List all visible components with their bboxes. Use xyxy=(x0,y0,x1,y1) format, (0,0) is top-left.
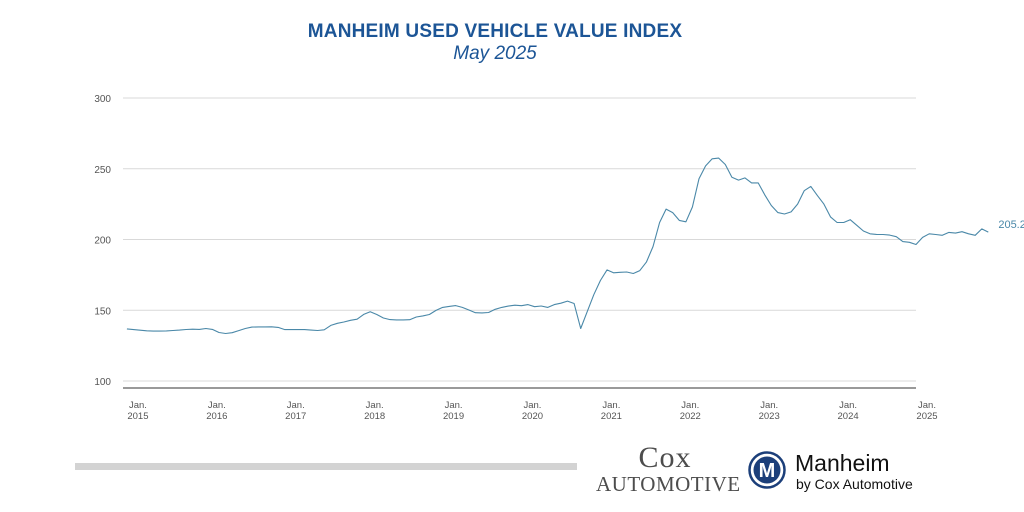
x-tick-label: Jan. xyxy=(602,400,620,411)
x-tick-label: Jan. xyxy=(760,400,778,411)
manheim-logo-letter: M xyxy=(759,460,776,482)
x-tick-label: Jan. xyxy=(208,400,226,411)
x-tick-label-year: 2025 xyxy=(916,411,937,422)
x-tick-label: Jan. xyxy=(366,400,384,411)
cox-automotive-logo: Cox AUTOMOTIVE xyxy=(596,441,741,496)
chart-title: MANHEIM USED VEHICLE VALUE INDEX xyxy=(307,21,683,42)
x-tick-label: Jan. xyxy=(523,400,541,411)
x-tick-label-year: 2015 xyxy=(127,411,148,422)
x-tick-label-year: 2024 xyxy=(838,411,859,422)
x-tick-label: Jan. xyxy=(445,400,463,411)
x-tick-label-year: 2019 xyxy=(443,411,464,422)
manheim-logo-name: Manheim xyxy=(795,450,890,476)
cox-logo-text: Cox xyxy=(638,441,692,474)
x-tick-label: Jan. xyxy=(287,400,305,411)
line-chart: 100150200250300Jan.2015Jan.2016Jan.2017J… xyxy=(94,94,1024,422)
x-tick-label: Jan. xyxy=(681,400,699,411)
x-tick-label-year: 2023 xyxy=(759,411,780,422)
manheim-logo-subtitle: by Cox Automotive xyxy=(796,476,913,492)
x-tick-label: Jan. xyxy=(839,400,857,411)
x-tick-label-year: 2022 xyxy=(680,411,701,422)
y-tick-label: 250 xyxy=(94,165,111,176)
y-tick-label: 100 xyxy=(94,377,111,388)
chart-subtitle: May 2025 xyxy=(453,43,537,64)
y-tick-label: 200 xyxy=(94,236,111,247)
x-tick-label-year: 2018 xyxy=(364,411,385,422)
series-line xyxy=(126,157,989,335)
x-tick-label-year: 2017 xyxy=(285,411,306,422)
y-tick-label: 300 xyxy=(94,94,111,105)
y-tick-label: 150 xyxy=(94,306,111,317)
manheim-logo-icon: M xyxy=(748,451,786,489)
automotive-logo-text: AUTOMOTIVE xyxy=(596,472,741,496)
x-tick-label-year: 2020 xyxy=(522,411,543,422)
x-tick-label-year: 2016 xyxy=(206,411,227,422)
footer-divider-bar xyxy=(75,463,577,470)
x-tick-label: Jan. xyxy=(129,400,147,411)
x-tick-label-year: 2021 xyxy=(601,411,622,422)
x-tick-label: Jan. xyxy=(918,400,936,411)
last-value-label: 205.2 xyxy=(998,219,1024,231)
